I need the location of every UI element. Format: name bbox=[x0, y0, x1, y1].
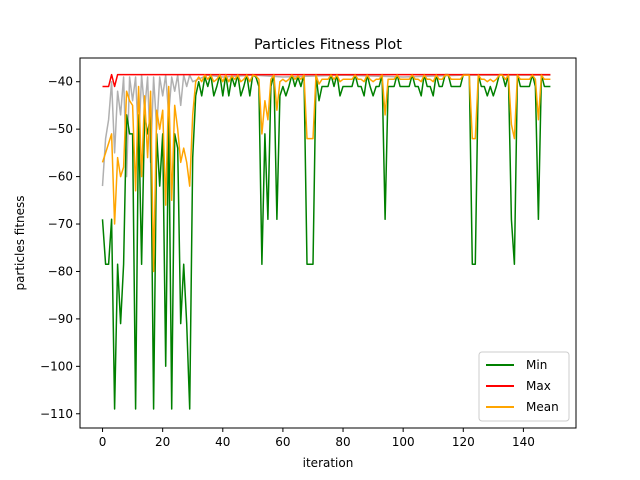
x-axis-label: iteration bbox=[303, 456, 354, 470]
x-tick-label: 120 bbox=[452, 435, 475, 449]
legend-label-min: Min bbox=[526, 358, 547, 372]
x-tick-label: 80 bbox=[335, 435, 350, 449]
y-tick-label: −100 bbox=[40, 359, 73, 373]
x-tick-label: 40 bbox=[215, 435, 230, 449]
y-tick-label: −40 bbox=[48, 75, 73, 89]
chart-title: Particles Fitness Plot bbox=[254, 37, 402, 53]
y-tick-label: −110 bbox=[40, 407, 73, 421]
series-line-min bbox=[101, 73, 551, 410]
x-tick-label: 140 bbox=[512, 435, 535, 449]
y-tick-label: −90 bbox=[48, 312, 73, 326]
y-tick-label: −50 bbox=[48, 122, 73, 136]
y-axis: −110 −100 −90 −80 −70 −60 −50 −40 bbox=[40, 75, 80, 421]
y-tick-label: −60 bbox=[48, 170, 73, 184]
background-particles-line bbox=[101, 74, 551, 187]
x-tick-label: 0 bbox=[99, 435, 107, 449]
legend-label-mean: Mean bbox=[526, 400, 559, 414]
x-tick-label: 60 bbox=[275, 435, 290, 449]
legend-label-max: Max bbox=[526, 379, 551, 393]
legend: Min Max Mean bbox=[478, 351, 570, 422]
legend-box bbox=[478, 351, 570, 422]
plot-frame bbox=[79, 57, 577, 429]
y-tick-label: −70 bbox=[48, 217, 73, 231]
series-line-mean bbox=[101, 74, 551, 273]
x-tick-label: 20 bbox=[155, 435, 170, 449]
y-tick-label: −80 bbox=[48, 264, 73, 278]
series-line-max bbox=[102, 73, 551, 88]
x-axis: 0 20 40 60 80 100 120 140 bbox=[99, 428, 535, 449]
y-axis-label: particles fitness bbox=[13, 195, 27, 290]
plot-area bbox=[101, 73, 551, 410]
x-tick-label: 100 bbox=[392, 435, 415, 449]
